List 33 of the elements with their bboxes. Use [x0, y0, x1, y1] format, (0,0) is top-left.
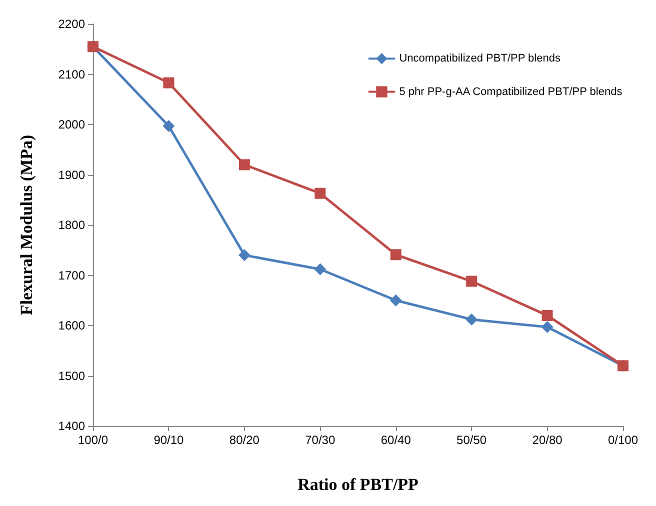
point — [314, 263, 326, 276]
point — [162, 120, 175, 132]
y-tick-label: 1400 — [58, 419, 86, 433]
point — [163, 77, 174, 88]
point — [238, 249, 250, 262]
point — [542, 310, 553, 321]
point — [541, 321, 554, 334]
point — [466, 313, 478, 326]
x-tick-label: 50/50 — [456, 433, 487, 447]
y-axis-title: Flexural Modulus (MPa) — [17, 134, 36, 316]
y-tick-label: 1700 — [58, 268, 86, 282]
x-tick-label: 0/100 — [608, 433, 638, 447]
x-tick-label: 90/10 — [154, 433, 184, 447]
point — [314, 188, 326, 199]
y-tick-label: 1500 — [58, 368, 86, 383]
y-tick-label: 1900 — [58, 168, 86, 182]
x-tick-label: 80/20 — [229, 433, 260, 447]
legend-label: Uncompatibilized PBT/PP blends — [399, 52, 561, 65]
x-axis-title: Ratio of PBT/PP — [298, 475, 418, 494]
x-tick-label: 20/80 — [532, 433, 563, 447]
legend-label: 5 phr PP-g-AA Compatibilized PBT/PP blends — [399, 86, 623, 98]
x-tick-label: 70/30 — [305, 433, 336, 447]
point — [238, 159, 250, 170]
point — [466, 276, 478, 287]
x-tick-label: 100/0 — [78, 433, 108, 447]
y-tick-label: 2000 — [58, 118, 86, 132]
y-tick-label: 1600 — [58, 318, 86, 332]
x-tick-label: 60/40 — [380, 433, 412, 447]
point — [390, 294, 402, 306]
y-tick-label: 1800 — [58, 218, 86, 232]
point — [390, 249, 402, 260]
y-tick-label: 2100 — [58, 67, 86, 82]
y-tick-label: 2200 — [58, 17, 86, 31]
